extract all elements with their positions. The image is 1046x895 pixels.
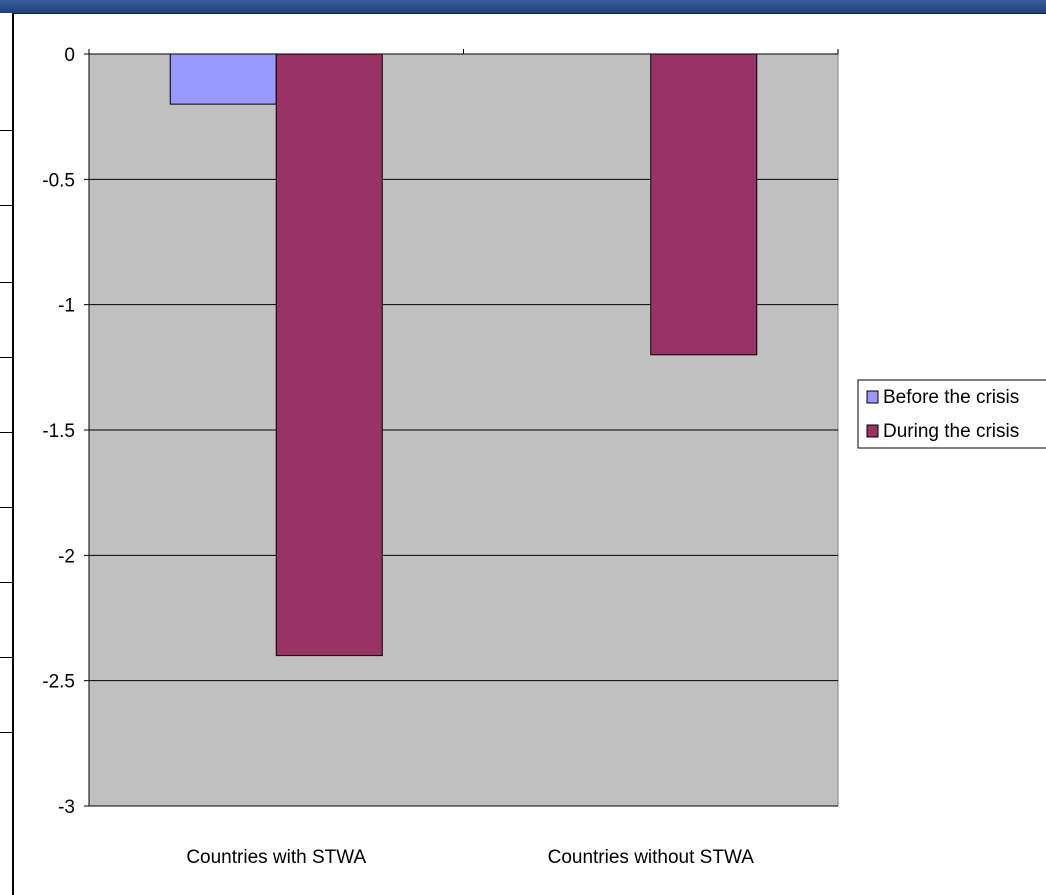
table-row-divider	[0, 357, 12, 358]
legend-box	[857, 379, 1046, 449]
legend-label: During the crisis	[883, 421, 1019, 442]
x-tick-label: Countries without STWA	[548, 847, 755, 868]
bar	[650, 53, 758, 356]
table-row-divider	[0, 507, 12, 508]
y-tick-label: -1.5	[42, 421, 75, 442]
y-tick-label: -2.5	[42, 672, 75, 693]
left-table-edge	[0, 13, 14, 895]
table-row-divider	[0, 657, 12, 658]
table-row-divider	[0, 732, 12, 733]
y-tick-label: -3	[58, 797, 75, 818]
y-tick-label: -0.5	[42, 170, 75, 191]
table-row-divider	[0, 205, 12, 206]
bar	[275, 53, 383, 657]
bar	[169, 53, 277, 105]
legend-label: Before the crisis	[883, 387, 1019, 408]
title-bar	[0, 0, 1046, 14]
x-tick-label: Countries with STWA	[186, 847, 366, 868]
legend-swatch	[866, 424, 879, 438]
y-tick-label: -1	[58, 296, 75, 317]
y-tick-label: -2	[58, 546, 75, 567]
table-row-divider	[0, 282, 12, 283]
legend-swatch	[866, 390, 879, 404]
table-row-divider	[0, 582, 12, 583]
y-tick-label: 0	[64, 45, 75, 66]
table-row-divider	[0, 130, 12, 131]
table-row-divider	[0, 432, 12, 433]
